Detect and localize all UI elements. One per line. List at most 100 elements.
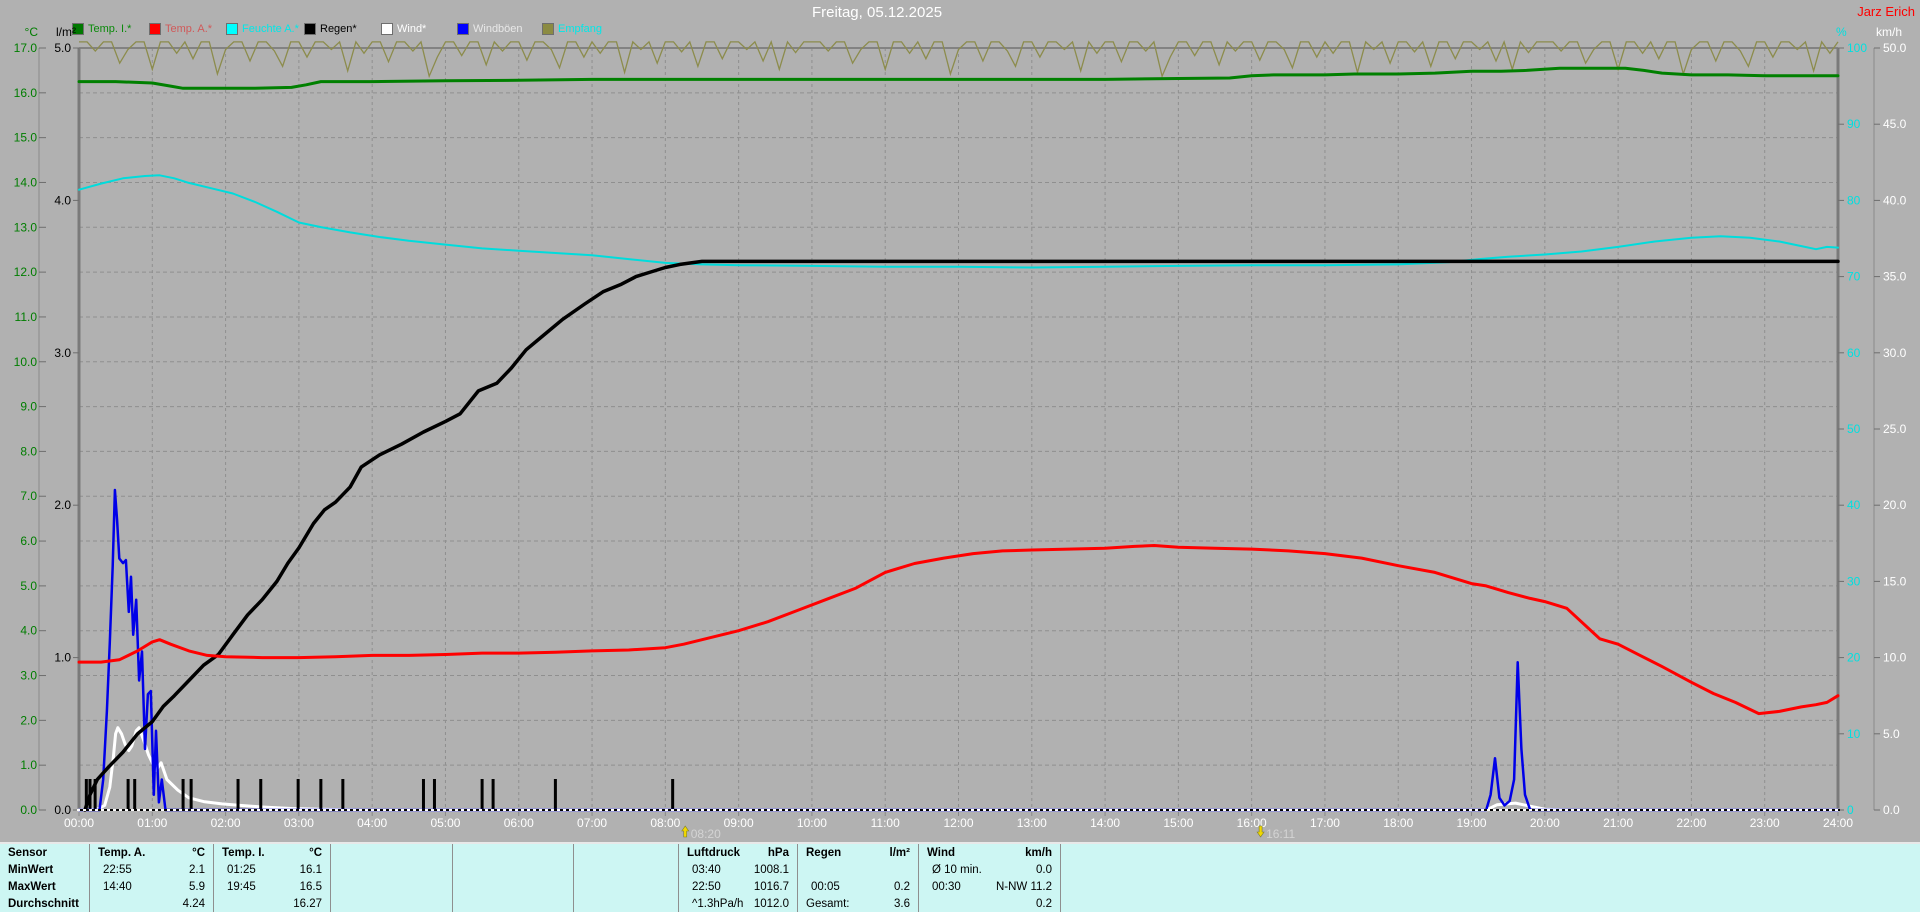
x-axis-label: 09:00 (724, 816, 754, 830)
axis-tick-label: 15.0 (1883, 574, 1907, 588)
table-cell (1060, 844, 1920, 861)
x-axis-label: 18:00 (1383, 816, 1413, 830)
legend-swatch (457, 23, 469, 35)
sunset-marker-icon (1256, 825, 1265, 838)
rain-event-bar (259, 779, 263, 810)
x-axis-label: 19:00 (1457, 816, 1487, 830)
table-cell (1060, 895, 1920, 912)
x-axis-label: 05:00 (430, 816, 460, 830)
legend-item: Feuchte A.* (226, 22, 299, 36)
legend-label: Regen* (320, 23, 357, 35)
axis-tick-label: 0.0 (1883, 803, 1900, 817)
rain-event-bar (296, 779, 300, 810)
axis-tick-label: 2.0 (54, 498, 71, 512)
rain-event-bar (553, 779, 557, 810)
table-cell: 19:45 16.5 (213, 878, 330, 895)
rain-event-bar (671, 779, 675, 810)
table-cell: 14:40 5.9 (89, 878, 213, 895)
table-cell-left: 03:40 (692, 863, 721, 876)
table-cell-left: Regen (806, 846, 842, 859)
legend-label: Windböen (473, 23, 523, 35)
legend-swatch (381, 23, 393, 35)
x-axis-label: 02:00 (211, 816, 241, 830)
table-cell-right: 1008.1 (753, 863, 789, 876)
table-cell (452, 878, 573, 895)
legend-swatch (226, 23, 238, 35)
table-cell: Wind km/h (918, 844, 1060, 861)
rain-event-bar (189, 779, 193, 810)
rain-event-bar (93, 779, 97, 810)
table-cell-left: Temp. A. (98, 846, 146, 859)
axis-tick-label: 6.0 (20, 534, 37, 548)
table-cell-right: °C (309, 846, 322, 859)
table-cell-right: 16.5 (299, 880, 322, 893)
axis-tick-label: 100 (1847, 41, 1867, 55)
axis-tick-label: 10 (1847, 727, 1861, 741)
axis-tick-label: 5.0 (20, 579, 37, 593)
table-cell: Luftdruck hPa (678, 844, 797, 861)
axis-tick-label: 7.0 (20, 489, 37, 503)
axis-tick-label: 14.0 (14, 175, 38, 189)
rain-event-bar (319, 779, 323, 810)
table-cell: 0.2 (918, 895, 1060, 912)
table-cell-left: Ø 10 min. (932, 863, 982, 876)
legend-label: Temp. I.* (88, 23, 132, 35)
table-cell-left: Gesamt: (806, 897, 850, 910)
axis-tick-label: 1.0 (54, 651, 71, 665)
x-axis-label: 17:00 (1310, 816, 1340, 830)
legend-item: Temp. I.* (72, 22, 131, 36)
table-cell (330, 895, 452, 912)
axis-tick-label: 11.0 (15, 310, 38, 324)
axis-tick-label: 10.0 (1883, 651, 1907, 665)
axis-tick-label: 3.0 (20, 669, 37, 683)
x-axis-label: 12:00 (943, 816, 973, 830)
table-cell-left: Sensor (8, 846, 47, 859)
unit-label-wind: km/h (1876, 25, 1903, 39)
table-cell (573, 895, 678, 912)
statistics-table: Sensor Temp. A. °C Temp. I. °C Luftdruck hPa Re… (0, 842, 1920, 912)
axis-tick-label: 15.0 (14, 131, 38, 145)
table-cell: Durchschnitt (0, 895, 89, 912)
axis-tick-label: 17.0 (14, 41, 38, 55)
axis-tick-label: 4.0 (54, 193, 71, 207)
x-axis-label: 11:00 (871, 816, 900, 830)
series-empfang (79, 39, 1839, 79)
x-axis-label: 24:00 (1823, 816, 1853, 830)
unit-label-humidity: % (1836, 25, 1847, 39)
table-cell-left: MaxWert (8, 880, 56, 893)
table-cell: Temp. A. °C (89, 844, 213, 861)
sunset-marker-label: 16:11 (1266, 827, 1295, 841)
table-cell (452, 895, 573, 912)
rain-event-bar (133, 779, 137, 810)
axis-tick-label: 16.0 (14, 86, 38, 100)
axis-tick-label: 20 (1847, 651, 1861, 665)
table-cell (1060, 861, 1920, 878)
axis-tick-label: 3.0 (54, 346, 71, 360)
axis-tick-label: 10.0 (14, 355, 38, 369)
axis-tick-label: 30 (1847, 574, 1861, 588)
axis-tick-label: 2.0 (20, 713, 37, 727)
table-cell (330, 861, 452, 878)
table-cell-right: 1016.7 (753, 880, 789, 893)
axis-tick-label: 60 (1847, 346, 1861, 360)
table-cell (1060, 878, 1920, 895)
axis-tick-label: 40 (1847, 498, 1861, 512)
x-axis-label: 14:00 (1090, 816, 1120, 830)
table-cell: ^1.3hPa/h 1012.0 (678, 895, 797, 912)
axis-tick-label: 13.0 (14, 220, 38, 234)
x-axis-label: 00:00 (64, 816, 94, 830)
x-axis-label: 20:00 (1530, 816, 1560, 830)
table-cell-right: l/m² (889, 846, 910, 859)
axis-tick-label: 1.0 (20, 758, 37, 772)
table-cell (330, 844, 452, 861)
table-cell: MaxWert (0, 878, 89, 895)
unit-label-rain: l/m² (56, 25, 76, 39)
axis-tick-label: 4.0 (20, 624, 37, 638)
page-title: Freitag, 05.12.2025 (811, 4, 943, 21)
axis-tick-label: 5.0 (1883, 727, 1900, 741)
table-cell: 03:40 1008.1 (678, 861, 797, 878)
table-cell: 4.24 (89, 895, 213, 912)
axis-tick-label: 70 (1847, 270, 1861, 284)
table-cell-right: N-NW 11.2 (995, 880, 1052, 893)
legend-swatch (72, 23, 84, 35)
